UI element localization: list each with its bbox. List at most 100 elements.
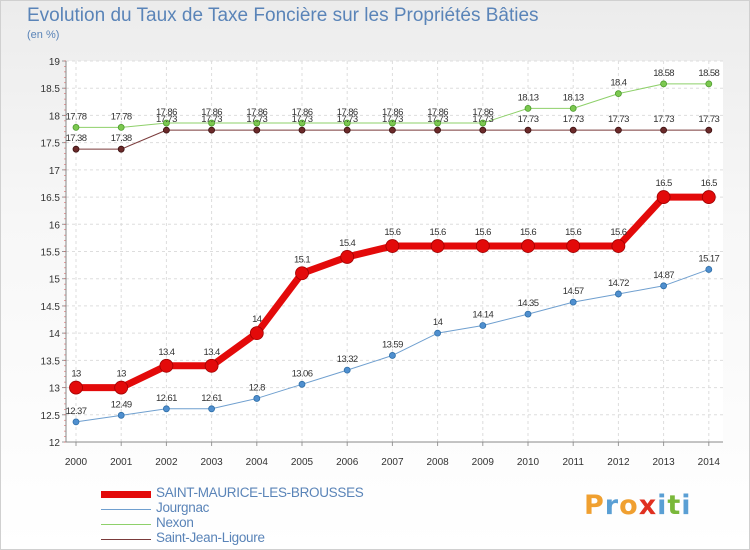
data-label: 12.49 xyxy=(111,399,132,410)
data-point xyxy=(705,80,713,88)
data-point xyxy=(569,298,577,306)
data-point xyxy=(343,119,351,127)
data-label: 14.57 xyxy=(563,286,584,297)
data-point xyxy=(253,119,261,127)
data-label: 14 xyxy=(252,314,262,325)
x-tick-label: 2002 xyxy=(155,457,178,468)
data-point xyxy=(69,380,83,395)
logo-letter: P xyxy=(584,490,605,521)
x-tick-label: 2001 xyxy=(110,457,133,468)
logo-letter: o xyxy=(619,490,639,521)
data-label: 17.73 xyxy=(427,114,448,125)
data-label: 17.73 xyxy=(563,114,584,125)
data-label: 15.6 xyxy=(565,227,581,238)
data-point xyxy=(385,239,400,253)
data-label: 17.73 xyxy=(201,114,222,125)
data-point xyxy=(479,126,487,134)
data-point xyxy=(524,104,532,112)
data-point xyxy=(566,239,581,253)
data-point xyxy=(569,126,577,134)
legend-swatch xyxy=(101,523,151,525)
y-tick-label: 16.5 xyxy=(41,193,61,204)
data-point xyxy=(162,119,170,127)
data-label: 17.73 xyxy=(337,114,358,125)
logo-letter: t xyxy=(667,490,682,521)
y-tick-label: 15 xyxy=(49,275,61,286)
data-label: 16.5 xyxy=(656,178,672,189)
data-point xyxy=(569,104,577,112)
y-tick-label: 17 xyxy=(49,166,61,177)
data-label: 16.5 xyxy=(701,178,717,189)
data-label: 17.38 xyxy=(66,133,87,144)
data-point xyxy=(660,282,667,290)
data-label: 17.73 xyxy=(156,114,177,125)
data-label: 17.78 xyxy=(66,111,87,122)
data-label: 17.86 xyxy=(246,107,267,118)
data-label: 17.73 xyxy=(246,114,267,125)
data-label: 14.72 xyxy=(608,278,629,289)
data-label: 17.73 xyxy=(698,114,719,125)
y-tick-label: 14.5 xyxy=(41,302,61,313)
data-point xyxy=(114,380,129,395)
data-label: 15.6 xyxy=(475,227,491,238)
legend-swatch xyxy=(101,538,151,540)
x-tick-label: 2007 xyxy=(381,457,404,468)
data-label: 12.61 xyxy=(201,393,222,404)
data-label: 17.78 xyxy=(111,111,132,122)
data-label: 18.4 xyxy=(610,78,626,89)
data-label: 18.58 xyxy=(653,68,674,79)
unit-label: (en %) xyxy=(27,29,60,41)
data-label: 13 xyxy=(117,369,127,380)
data-label: 15.6 xyxy=(610,227,626,238)
data-label: 17.86 xyxy=(156,107,177,118)
x-tick-label: 2010 xyxy=(517,457,540,468)
data-label: 15.17 xyxy=(698,253,719,264)
data-point xyxy=(705,266,713,273)
data-point xyxy=(611,239,626,253)
data-point xyxy=(656,190,671,204)
data-label: 13.59 xyxy=(382,339,403,350)
data-label: 12.37 xyxy=(66,406,87,417)
data-point xyxy=(208,126,216,134)
data-label: 17.86 xyxy=(292,107,313,118)
data-point xyxy=(434,126,442,134)
legend-label: Saint-Jean-Ligoure xyxy=(156,530,265,545)
y-tick-label: 18 xyxy=(49,111,61,122)
data-point xyxy=(72,145,80,153)
y-tick-label: 13.5 xyxy=(41,356,61,367)
chart-title: Evolution du Taux de Taxe Foncière sur l… xyxy=(27,5,539,26)
data-point xyxy=(343,366,351,374)
data-label: 17.86 xyxy=(382,107,403,118)
data-point xyxy=(524,126,532,134)
y-tick-label: 17.5 xyxy=(41,139,61,150)
data-point xyxy=(253,395,261,402)
data-label: 14.87 xyxy=(653,270,674,281)
data-label: 12.8 xyxy=(249,382,265,393)
data-point xyxy=(701,190,716,204)
data-label: 17.73 xyxy=(518,114,539,125)
data-point xyxy=(475,239,490,253)
x-tick-label: 2003 xyxy=(200,457,223,468)
data-label: 17.38 xyxy=(111,133,132,144)
x-tick-label: 2006 xyxy=(336,457,359,468)
logo-letter: i xyxy=(681,490,692,521)
data-point xyxy=(340,250,355,264)
logo-letter: i xyxy=(657,490,668,521)
data-point xyxy=(298,119,306,127)
data-label: 14.14 xyxy=(472,310,493,321)
data-label: 13.32 xyxy=(337,354,358,365)
legend-label: SAINT-MAURICE-LES-BROUSSES xyxy=(156,485,364,500)
data-label: 13 xyxy=(71,369,81,380)
y-tick-label: 15.5 xyxy=(41,248,61,259)
data-label: 14.35 xyxy=(518,298,539,309)
data-label: 17.73 xyxy=(608,114,629,125)
data-label: 15.6 xyxy=(520,227,536,238)
data-point xyxy=(388,126,396,134)
logo-letter: x xyxy=(638,490,658,521)
x-tick-label: 2011 xyxy=(562,457,584,468)
data-label: 17.73 xyxy=(382,114,403,125)
data-point xyxy=(524,310,532,318)
data-point xyxy=(208,405,216,413)
